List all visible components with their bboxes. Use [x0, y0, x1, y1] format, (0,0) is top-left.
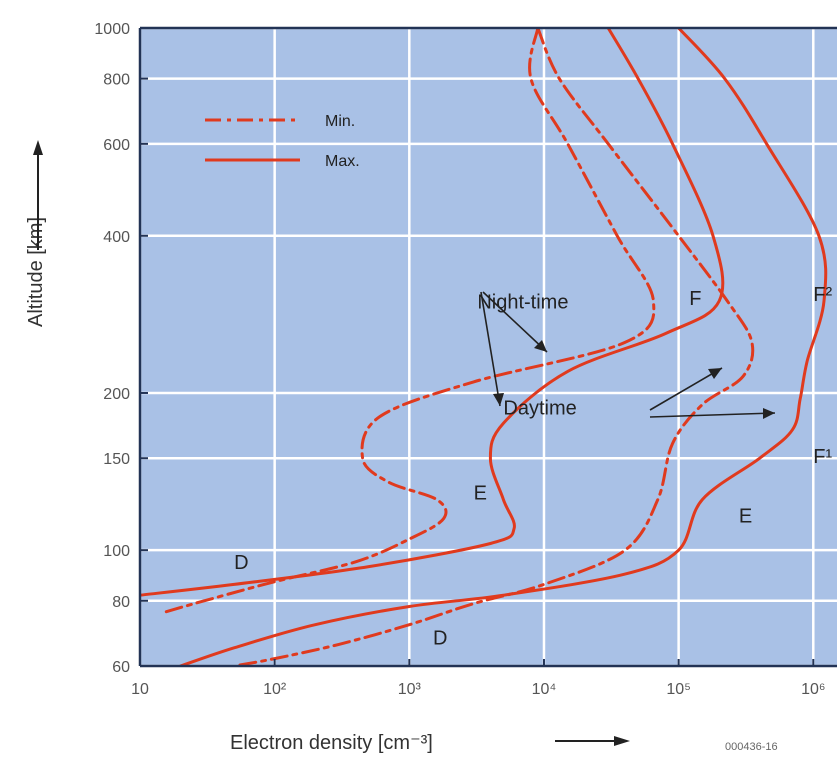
x-tick-label-1: 10² [263, 681, 287, 698]
x-tick-label-0: 10 [131, 681, 149, 698]
annotation-3: F² [813, 284, 832, 306]
annotation-1: Daytime [503, 397, 576, 419]
x-axis-arrow [555, 736, 630, 746]
y-tick-label-3: 150 [103, 451, 130, 468]
curves [140, 28, 828, 666]
frame [138, 26, 837, 668]
y-tick-label-7: 800 [103, 72, 130, 89]
y-tick-label-8: 1000 [94, 21, 130, 38]
y-axis-label: Altitude [km] [25, 217, 47, 327]
plot-area [140, 28, 837, 666]
y-tick-label-4: 200 [103, 386, 130, 403]
annotation-8: D [433, 627, 447, 649]
x-tick-label-5: 10⁶ [801, 681, 825, 698]
x-tick-labels: 10 10² 10³ 10⁴ 10⁵ 10⁶ [131, 659, 825, 698]
y-tick-label-0: 60 [112, 659, 130, 676]
annotation-5: E [474, 483, 487, 505]
y-tick-label-5: 400 [103, 229, 130, 246]
y-tick-label-2: 100 [103, 543, 130, 560]
x-tick-label-4: 10⁵ [666, 681, 690, 698]
y-axis-arrow [33, 140, 43, 250]
legend-label-min: Min. [325, 113, 355, 130]
y-tick-labels: 60 80 100 150 200 400 600 800 1000 [94, 21, 148, 676]
legend: Min. Max. [205, 113, 360, 170]
series-curve-3 [179, 28, 828, 666]
annotation-4: F¹ [813, 446, 832, 468]
annotation-7: D [234, 552, 248, 574]
x-tick-label-3: 10⁴ [532, 681, 557, 698]
annotation-2: F [689, 288, 701, 310]
series-curve-2 [232, 28, 755, 666]
y-tick-label-1: 80 [112, 594, 130, 611]
x-axis-label: Electron density [cm⁻³] [230, 732, 433, 754]
annotation-6: E [739, 505, 752, 527]
figure-id: 000436-16 [725, 741, 778, 753]
annotations: Night-time Daytime F F² F¹ E E D D [234, 284, 832, 649]
annotation-arrows [480, 291, 776, 419]
annotation-0: Night-time [477, 292, 568, 314]
y-tick-label-6: 600 [103, 137, 130, 154]
x-tick-label-2: 10³ [398, 681, 422, 698]
legend-label-max: Max. [325, 153, 360, 170]
series-curve-1 [140, 28, 725, 597]
series-curve-0 [162, 28, 656, 614]
